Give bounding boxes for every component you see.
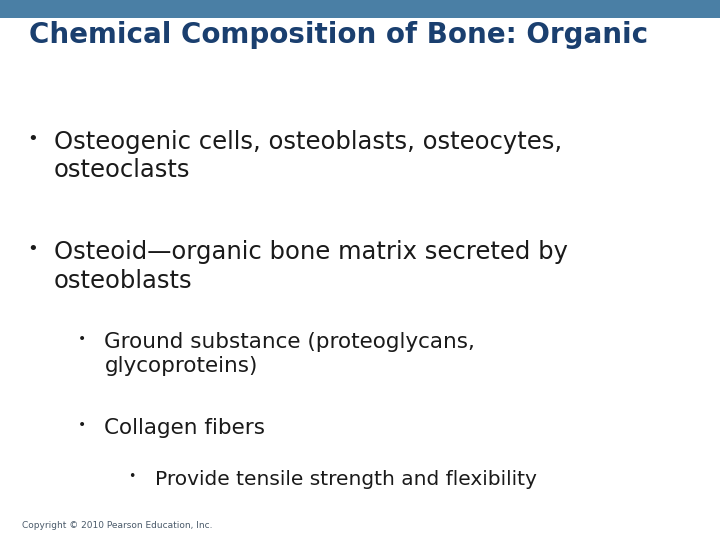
Text: Osteogenic cells, osteoblasts, osteocytes,
osteoclasts: Osteogenic cells, osteoblasts, osteocyte…	[54, 130, 562, 183]
Text: Copyright © 2010 Pearson Education, Inc.: Copyright © 2010 Pearson Education, Inc.	[22, 521, 212, 530]
Text: •: •	[128, 470, 135, 483]
Text: Ground substance (proteoglycans,
glycoproteins): Ground substance (proteoglycans, glycopr…	[104, 332, 475, 376]
Text: •: •	[78, 332, 86, 346]
Text: •: •	[27, 130, 38, 147]
Text: •: •	[27, 240, 38, 258]
Text: Collagen fibers: Collagen fibers	[104, 418, 266, 438]
Text: Provide tensile strength and flexibility: Provide tensile strength and flexibility	[155, 470, 536, 489]
Text: Osteoid—organic bone matrix secreted by
osteoblasts: Osteoid—organic bone matrix secreted by …	[54, 240, 568, 293]
Text: •: •	[78, 418, 86, 433]
Text: Chemical Composition of Bone: Organic: Chemical Composition of Bone: Organic	[29, 21, 648, 49]
